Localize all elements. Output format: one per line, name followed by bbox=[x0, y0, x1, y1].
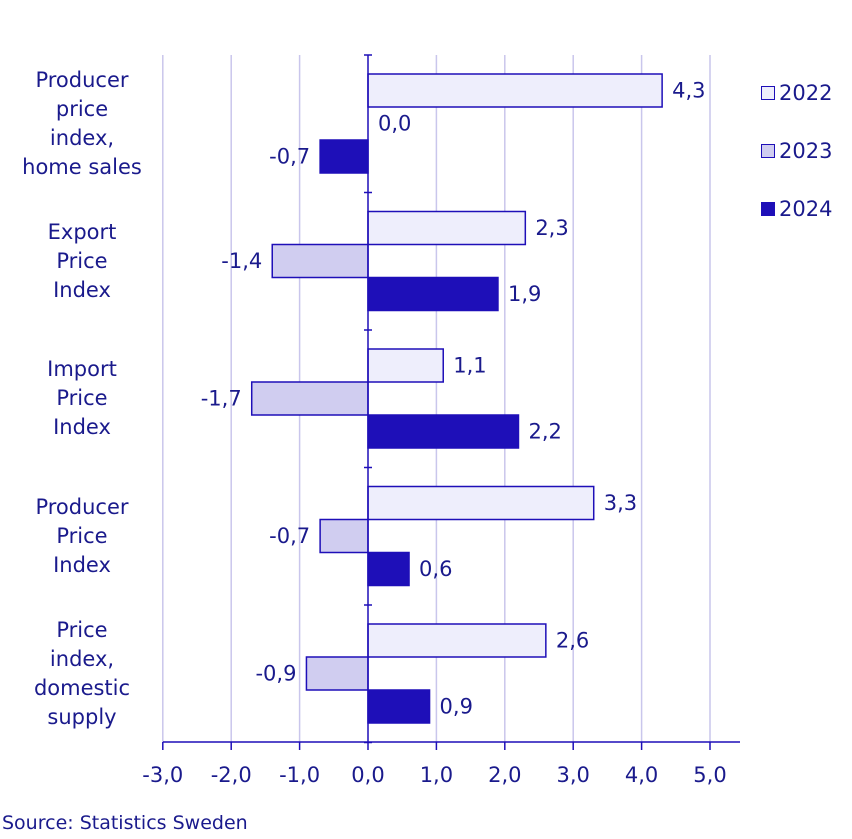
category-label-line: Export bbox=[47, 219, 117, 244]
category-label-line: home sales bbox=[22, 154, 142, 179]
data-label: -1,4 bbox=[221, 249, 262, 273]
category-label-line: index, bbox=[49, 125, 115, 150]
legend-swatch bbox=[761, 202, 775, 216]
legend-swatch bbox=[761, 86, 775, 100]
category-label: Producer Price Index bbox=[12, 493, 152, 580]
legend-item: 2022 bbox=[761, 80, 832, 106]
x-tick-label: 1,0 bbox=[420, 763, 453, 787]
x-tick-label: -2,0 bbox=[211, 763, 252, 787]
source-note: Source: Statistics Sweden bbox=[2, 812, 248, 834]
category-label-line: Index bbox=[53, 277, 111, 302]
bar-2022 bbox=[367, 348, 444, 383]
data-label: 2,3 bbox=[535, 216, 568, 240]
data-label: -0,7 bbox=[269, 524, 310, 548]
x-tick-label: 3,0 bbox=[556, 763, 589, 787]
category-label: Import Price Index bbox=[12, 355, 152, 442]
bar-2022 bbox=[367, 73, 663, 108]
data-label: 4,3 bbox=[672, 79, 705, 103]
x-tick-label: -1,0 bbox=[279, 763, 320, 787]
category-label: Price index, domestic supply bbox=[12, 616, 152, 732]
x-tick-label: 5,0 bbox=[693, 763, 726, 787]
category-label-line: Price bbox=[56, 523, 108, 548]
category-label-line: Price bbox=[56, 617, 108, 642]
category-label-line: Index bbox=[53, 415, 111, 439]
legend-label: 2024 bbox=[779, 197, 833, 221]
category-label-line: Producer bbox=[35, 67, 129, 92]
bar-2023 bbox=[250, 381, 369, 416]
x-tick-label: 4,0 bbox=[625, 763, 658, 787]
bar-2024 bbox=[319, 139, 369, 174]
data-label: 0,6 bbox=[419, 557, 452, 581]
data-label: 3,3 bbox=[604, 491, 637, 515]
bar-2022 bbox=[367, 210, 527, 246]
bar-2024 bbox=[367, 414, 520, 449]
category-label-line: Producer bbox=[35, 494, 129, 519]
data-label: 0,9 bbox=[440, 695, 473, 719]
x-tick-label: 2,0 bbox=[488, 763, 521, 787]
x-tick-label: -3,0 bbox=[142, 763, 183, 787]
category-label-line: Price bbox=[56, 386, 108, 410]
bar-2024 bbox=[367, 689, 431, 724]
category-label-line: domestic bbox=[33, 675, 131, 700]
category-label-line: Index bbox=[53, 552, 111, 577]
data-label: -0,9 bbox=[255, 662, 296, 686]
category-label: Producer price index, home sales bbox=[12, 66, 152, 182]
bar-2024 bbox=[367, 276, 499, 312]
data-label: 0,0 bbox=[378, 112, 411, 136]
category-label-line: Import bbox=[47, 357, 117, 381]
category-label: Export Price Index bbox=[12, 218, 152, 305]
category-label-line: Price bbox=[56, 248, 108, 273]
x-tick-label: 0,0 bbox=[351, 763, 384, 787]
data-label: 1,1 bbox=[453, 354, 486, 378]
bar-2024 bbox=[367, 551, 410, 587]
data-label: -0,7 bbox=[269, 145, 310, 169]
bar-2023 bbox=[319, 518, 369, 554]
data-label: 2,2 bbox=[528, 420, 561, 444]
category-label-line: supply bbox=[47, 704, 117, 729]
category-label-line: price bbox=[55, 96, 109, 121]
legend-item: 2024 bbox=[761, 196, 832, 222]
data-label: -1,7 bbox=[201, 387, 242, 411]
legend-label: 2023 bbox=[779, 139, 833, 163]
legend-swatch bbox=[761, 144, 775, 158]
data-label: 1,9 bbox=[508, 282, 541, 306]
bar-2022 bbox=[367, 485, 595, 521]
bar-2022 bbox=[367, 623, 547, 658]
data-label: 2,6 bbox=[556, 629, 589, 653]
legend-item: 2023 bbox=[761, 138, 832, 164]
bar-2023 bbox=[305, 656, 369, 691]
category-label-line: index, bbox=[49, 646, 115, 671]
bar-2023 bbox=[271, 243, 369, 279]
bar-chart: 4,3 0,0 -0,7 2,3 -1,4 1,9 1,1 -1,7 2,2 3,3 -0,7 0,6… bbox=[142, 54, 740, 787]
legend-label: 2022 bbox=[779, 81, 833, 105]
